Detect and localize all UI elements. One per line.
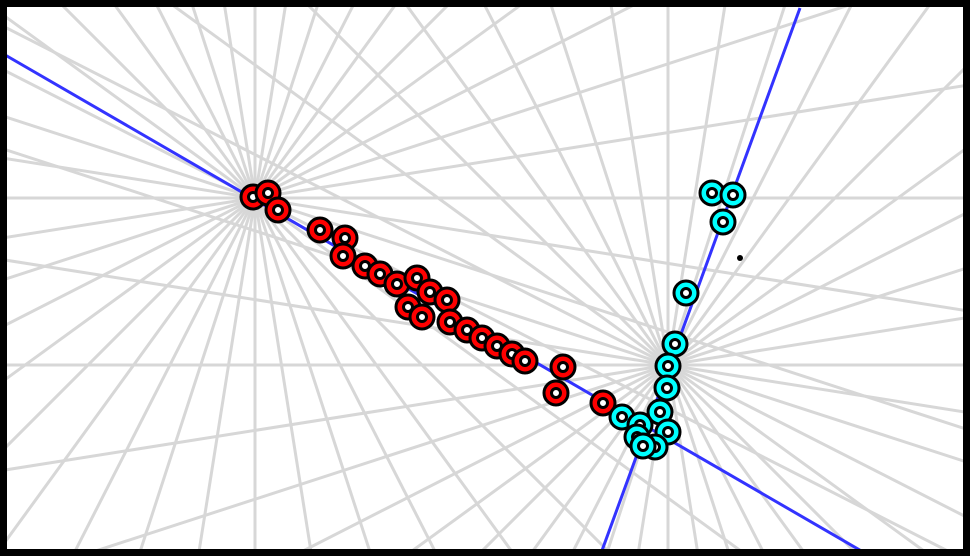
series-1-point-6 — [653, 374, 681, 402]
pencil-1-line-14 — [532, 7, 930, 549]
pencil-1-line-8 — [550, 7, 730, 549]
series-1-point-5 — [654, 352, 682, 380]
pencil-0-line-2 — [7, 115, 963, 430]
series-1-point-7 — [646, 398, 674, 426]
series-0-point-13 — [408, 303, 436, 331]
pencil-0-line-3 — [7, 69, 948, 549]
pencil-0-line-4 — [7, 15, 741, 549]
pencil-0-line-1 — [7, 157, 963, 312]
pencil-1-line-6 — [406, 7, 804, 549]
series-1-point-13 — [629, 432, 657, 460]
pencil-1-line-2 — [7, 148, 963, 463]
pencil-1-line-4 — [172, 7, 924, 549]
series-0-point-22 — [589, 389, 617, 417]
series-0-point-21 — [542, 379, 570, 407]
pencil-0-line-6 — [114, 7, 512, 549]
series-1-point-3 — [672, 279, 700, 307]
pencil-0-line-7 — [155, 7, 436, 549]
pencil-1-line-15 — [481, 67, 963, 549]
series-0-point-3 — [306, 216, 334, 244]
pencil-0-line-17 — [7, 7, 634, 327]
fit-line-1 — [600, 7, 802, 549]
series-0-point-19 — [511, 347, 539, 375]
series-0-point-2 — [264, 196, 292, 224]
series-1-point-1 — [719, 181, 747, 209]
pencil-0-line-15 — [7, 7, 449, 449]
series-0-point-11 — [433, 286, 461, 314]
pencil-1-line-5 — [307, 7, 855, 549]
series-0-point-20 — [549, 353, 577, 381]
series-1-point-4 — [661, 330, 689, 358]
pencil-1-line-16 — [412, 148, 963, 549]
pencil-1-line-7 — [483, 7, 764, 549]
pencil-1-line-3 — [7, 26, 963, 517]
series-0-point-5 — [329, 242, 357, 270]
pencil-1-line-17 — [303, 213, 963, 549]
pencil-grid — [7, 7, 963, 549]
pencil-1-line-18 — [96, 267, 963, 549]
series-1-point-2 — [709, 208, 737, 236]
pencil-0-line-18 — [7, 7, 848, 281]
marker-layer — [737, 255, 743, 261]
pencil-0-line-5 — [61, 7, 609, 549]
plot-canvas — [7, 7, 963, 549]
pencil-1-line-13 — [572, 7, 853, 549]
pencil-0-line-13 — [74, 7, 355, 549]
small-marker-dot — [737, 255, 743, 261]
pencil-1-line-12 — [606, 7, 786, 549]
data-points — [239, 179, 747, 461]
fit-lines — [7, 7, 861, 549]
pencil-0-line-14 — [7, 7, 396, 542]
pencil-0-line-16 — [7, 7, 521, 381]
pencil-0-line-19 — [7, 84, 963, 239]
